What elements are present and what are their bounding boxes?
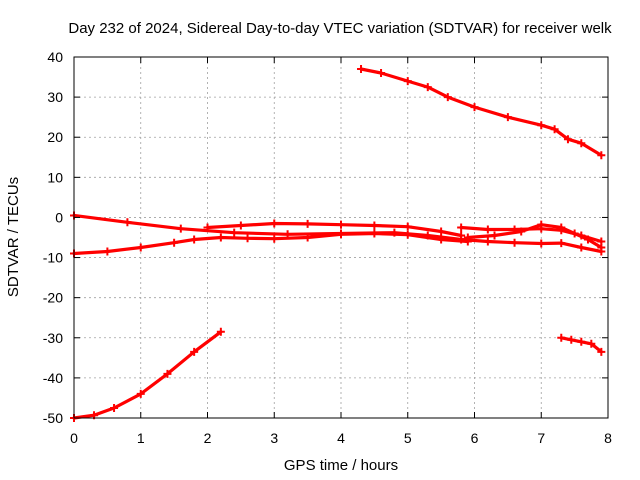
y-tick-label: 20 [47,129,63,145]
series-point-arc-1 [176,224,185,233]
series-point-arc-6 [377,69,386,78]
series-point-arc-6 [550,125,559,134]
y-tick-label: -40 [43,370,63,386]
x-tick-label: 6 [471,430,479,446]
series-point-arc-6 [597,151,606,160]
y-tick-label: -20 [43,290,63,306]
series-point-arc-5 [570,229,579,238]
series-point-arc-8 [597,347,606,356]
x-tick-label: 8 [604,430,612,446]
series-point-arc-7 [110,403,119,412]
y-tick-label: 10 [47,169,63,185]
series-point-arc-8 [587,339,596,348]
x-tick-label: 2 [204,430,212,446]
series-point-arc-1 [557,239,566,248]
series-point-arc-3 [337,220,345,229]
series-point-arc-3 [236,221,245,230]
series-point-arc-7 [190,347,199,356]
series-point-arc-5 [583,235,592,244]
series-point-arc-2 [216,233,225,242]
series-point-arc-3 [203,223,212,232]
x-axis-label: GPS time / hours [284,457,398,474]
series-point-arc-8 [567,335,576,344]
series-point-arc-3 [437,227,446,236]
series-point-arc-5 [597,243,606,252]
series-point-arc-5 [557,223,566,232]
series-point-arc-1 [537,239,546,248]
series-point-arc-6 [423,83,432,92]
series-layer [70,65,606,422]
series-point-arc-2 [190,235,199,244]
series-point-arc-3 [403,222,412,231]
series-point-arc-2 [437,235,446,244]
series-point-arc-6 [403,77,412,86]
series-point-arc-2 [337,230,345,239]
x-tick-label: 3 [270,430,278,446]
series-point-arc-8 [557,333,566,342]
series-point-arc-2 [243,234,252,243]
x-tick-label: 7 [537,430,545,446]
y-axis-label: SDTVAR / TECUs [5,177,22,297]
series-point-arc-6 [470,103,479,112]
series-point-arc-5 [537,220,546,229]
y-tick-label: -10 [43,250,63,266]
series-line-arc-6 [359,67,603,157]
series-point-arc-7 [216,327,225,336]
y-tick-label: -50 [43,410,63,426]
series-point-arc-1 [123,218,132,227]
series-point-arc-6 [503,113,512,122]
x-tick-label: 4 [337,430,345,446]
y-tick-label: 0 [55,209,63,225]
x-tick-label: 5 [404,430,412,446]
chart-title: Day 232 of 2024, Sidereal Day-to-day VTE… [68,20,612,37]
series-point-arc-5 [517,227,526,236]
series-point-arc-5 [490,231,499,240]
series-point-arc-3 [370,221,379,230]
series-point-arc-3 [270,219,279,228]
series-point-arc-1 [577,243,586,252]
series-point-arc-8 [577,337,586,346]
series-point-arc-1 [510,238,519,247]
series-point-arc-1 [483,237,492,246]
x-tick-label: 1 [137,430,145,446]
series-point-arc-2 [103,247,112,256]
series-point-arc-7 [136,389,145,398]
series-point-arc-6 [537,121,546,130]
series-point-arc-5 [463,233,472,242]
series-point-arc-2 [170,238,179,247]
series-point-arc-2 [270,234,279,243]
series-point-arc-1 [230,228,239,237]
series-point-arc-2 [136,243,145,252]
y-tick-label: 40 [47,49,63,65]
series-point-arc-2 [303,233,312,242]
series-point-arc-2 [403,230,412,239]
tick-layer: 0 1 2 3 4 5 6 7 8 40 30 20 10 0 -10 -20 -30 -40 -50 [43,49,612,446]
y-tick-label: 30 [47,89,63,105]
series-point-arc-6 [443,93,452,102]
series-point-arc-4 [457,223,466,232]
series-point-arc-7 [163,369,172,378]
series-point-arc-6 [357,65,366,74]
x-tick-label: 0 [70,430,78,446]
series-point-arc-6 [577,139,586,148]
series-line-arc-5 [466,223,603,250]
series-line-arc-2 [72,231,470,256]
series-point-arc-6 [563,135,572,144]
series-point-arc-3 [457,231,466,240]
series-point-arc-3 [303,219,312,228]
y-tick-label: -30 [43,330,63,346]
series-line-arc-7 [72,330,223,420]
series-point-arc-2 [370,229,379,238]
series-point-arc-4 [483,225,492,234]
